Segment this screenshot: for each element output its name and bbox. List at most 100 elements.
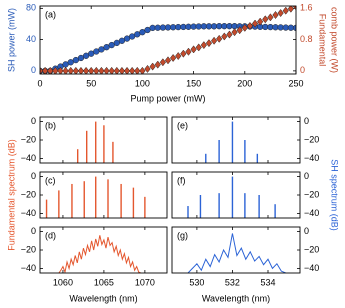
x-tick-label: 50 xyxy=(86,78,96,88)
y-tick-label: −40 xyxy=(304,208,319,218)
y2-axis-label: comb power (W) xyxy=(330,7,340,73)
diamond-point xyxy=(118,66,126,74)
panel-label: (b) xyxy=(45,120,56,130)
x-tick-label: 532 xyxy=(225,277,240,287)
diamond-point xyxy=(226,30,233,39)
x-tick-label: 150 xyxy=(186,78,201,88)
diamond-point xyxy=(67,66,74,74)
diamond-point xyxy=(200,41,207,50)
y-tick-label: 0 xyxy=(304,171,309,181)
panel-label: (f) xyxy=(177,175,186,185)
diamond-point xyxy=(154,60,161,69)
spectrum-line xyxy=(58,235,141,273)
plot-frame xyxy=(39,5,297,75)
diamond-point xyxy=(82,66,90,74)
diamond-point xyxy=(190,45,197,54)
diamond-point xyxy=(72,66,79,74)
diamond-point xyxy=(170,53,177,62)
y-tick-label: −20 xyxy=(304,244,319,254)
x-tick-label: 0 xyxy=(37,78,42,88)
y-tick-label: −40 xyxy=(21,263,36,273)
diamond-point xyxy=(175,52,182,61)
diamond-point xyxy=(159,58,166,67)
diamond-point xyxy=(47,66,54,74)
diamond-point xyxy=(57,66,64,74)
y-tick-label: 0 xyxy=(31,65,36,75)
diamond-point xyxy=(292,6,296,11)
y-tick-label: 0 xyxy=(31,116,36,126)
diamond-point xyxy=(185,47,192,56)
diamond-point xyxy=(134,66,141,74)
panel-label: (c) xyxy=(45,175,56,185)
diamond-point xyxy=(195,43,202,52)
y-tick-label: −20 xyxy=(21,244,36,254)
spectrum-line xyxy=(187,233,286,273)
y2-axis-label: Fundamental xyxy=(318,14,328,67)
diamond-point xyxy=(236,26,243,35)
panel-label: (g) xyxy=(177,230,188,240)
x-tick-label: 1060 xyxy=(53,277,73,287)
plot-frame xyxy=(171,171,301,219)
diamond-point xyxy=(77,66,85,74)
diamond-point xyxy=(277,9,284,18)
diamond-point xyxy=(98,66,105,74)
y-tick-label: 0 xyxy=(31,171,36,181)
y-tick-label: 40 xyxy=(26,34,36,44)
diamond-point xyxy=(221,32,228,41)
x-tick-label: 200 xyxy=(237,78,252,88)
diamond-point xyxy=(103,66,110,74)
plot-frame xyxy=(39,226,168,274)
panel-label: (d) xyxy=(45,230,56,240)
diamond-point xyxy=(257,17,264,26)
y-tick-label: 0 xyxy=(300,65,305,75)
y-tick-label: −20 xyxy=(304,189,319,199)
y-tick-label: −40 xyxy=(21,208,36,218)
circle-point xyxy=(292,24,296,32)
x-tick-label: 250 xyxy=(288,78,303,88)
x-axis-label: Wavelength (nm) xyxy=(69,293,137,303)
y-tick-label: −20 xyxy=(21,189,36,199)
diamond-point xyxy=(251,19,259,28)
x-tick-label: 1065 xyxy=(94,277,114,287)
x-tick-label: 1070 xyxy=(135,277,155,287)
diamond-point xyxy=(216,34,223,43)
y-axis-label: Fundamental spectrum (dB) xyxy=(6,139,16,251)
diamond-point xyxy=(42,66,49,74)
y-tick-label: −20 xyxy=(21,134,36,144)
diamond-point xyxy=(108,66,115,74)
plot-frame xyxy=(39,116,168,164)
x-tick-label: 100 xyxy=(135,78,150,88)
y-tick-label: −40 xyxy=(304,263,319,273)
diamond-point xyxy=(144,64,151,73)
diamond-point xyxy=(149,62,156,71)
diamond-point xyxy=(113,66,120,74)
plot-frame xyxy=(171,226,301,274)
y-tick-label: 1.6 xyxy=(300,3,313,13)
diamond-point xyxy=(287,6,294,13)
diamond-point xyxy=(231,28,238,37)
diamond-point xyxy=(164,56,172,65)
diamond-point xyxy=(40,66,44,74)
diamond-point xyxy=(205,39,213,48)
x-tick-label: 530 xyxy=(189,277,204,287)
y-tick-label: 0 xyxy=(304,226,309,236)
diamond-point xyxy=(241,23,248,32)
plot-frame xyxy=(39,171,168,219)
diamond-point xyxy=(282,6,289,15)
x-axis-label: Pump power (mW) xyxy=(130,93,205,103)
diamond-point xyxy=(210,36,218,45)
y-tick-label: 0 xyxy=(31,226,36,236)
plot-frame xyxy=(171,116,301,164)
x-axis-label: Wavelength (nm) xyxy=(202,293,270,303)
y-tick-label: −40 xyxy=(304,153,319,163)
diamond-point xyxy=(272,10,279,19)
diamond-point xyxy=(88,66,95,74)
diamond-point xyxy=(62,66,69,74)
diamond-point xyxy=(246,21,254,30)
panel-label: (e) xyxy=(177,120,188,130)
x-tick-label: 534 xyxy=(260,277,275,287)
y-tick-label: −20 xyxy=(304,134,319,144)
y-axis-label: SH power (mW) xyxy=(6,8,16,72)
